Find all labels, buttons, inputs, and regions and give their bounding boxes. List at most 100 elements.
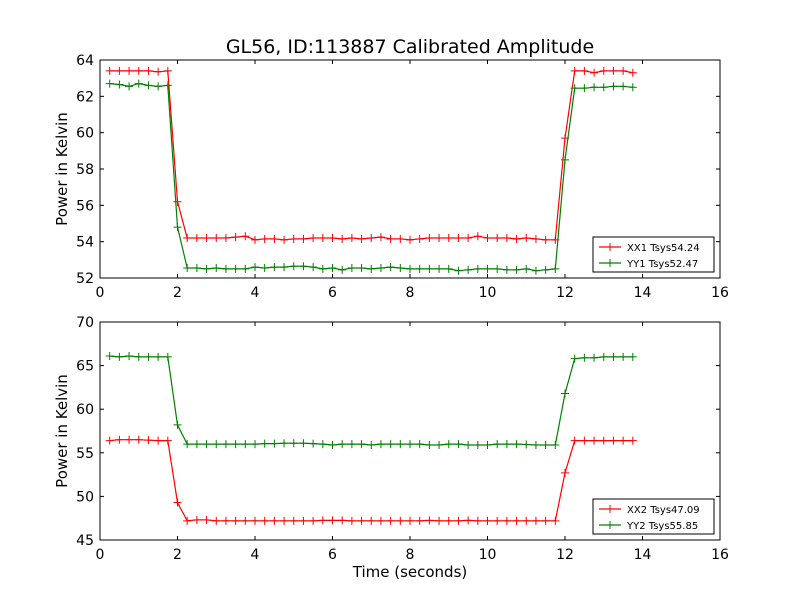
data-point	[251, 263, 259, 272]
data-point	[163, 81, 172, 90]
data-point	[202, 440, 211, 449]
data-point	[396, 516, 405, 525]
x-tick-label: 6	[328, 285, 337, 301]
y-axis-label: Power in Kelvin	[53, 374, 71, 488]
data-point	[512, 234, 521, 243]
data-point	[551, 440, 560, 449]
data-point	[599, 436, 608, 445]
data-point	[270, 516, 279, 525]
chart-title: GL56, ID:113887 Calibrated Amplitude	[226, 36, 594, 58]
data-point	[318, 264, 327, 273]
data-point	[619, 436, 628, 445]
data-point	[561, 468, 569, 477]
bottom-subplot: 0 2 4 6 8 10 12 14 16 45 50 55 60 65 70 Power in Kelvin…	[53, 315, 729, 581]
data-point	[338, 440, 347, 449]
x-tick-label: 2	[173, 547, 182, 563]
data-point	[309, 516, 318, 525]
data-point	[173, 197, 182, 206]
data-point	[183, 516, 192, 525]
x-axis-label: Time (seconds)	[352, 563, 468, 581]
legend-marker	[606, 243, 614, 251]
data-point	[435, 264, 444, 273]
data-point	[241, 516, 250, 525]
data-point	[444, 234, 453, 243]
legend-box	[592, 236, 715, 273]
data-point	[473, 516, 482, 525]
data-point	[483, 234, 492, 243]
data-point	[415, 440, 424, 449]
data-point	[425, 234, 434, 243]
data-point	[338, 516, 347, 525]
data-point	[386, 516, 395, 525]
data-point	[318, 440, 327, 449]
y-tick-label: 58	[76, 162, 94, 178]
x-tick-label: 4	[251, 285, 260, 301]
data-point	[144, 352, 153, 361]
legend-label: YY1 Tsys52.47	[626, 259, 698, 270]
data-point	[415, 264, 424, 273]
data-point	[144, 66, 153, 75]
data-point	[163, 352, 172, 361]
data-point	[512, 440, 521, 449]
data-point	[173, 420, 182, 429]
data-point	[299, 234, 308, 243]
data-point	[580, 436, 589, 445]
data-point	[367, 440, 376, 449]
y-tick-label: 60	[76, 126, 94, 142]
x-tick-label: 6	[328, 547, 337, 563]
data-point	[202, 234, 211, 243]
data-point	[173, 223, 182, 232]
data-point	[367, 234, 376, 243]
data-point	[473, 232, 482, 241]
data-point	[212, 264, 221, 273]
y-tick-label: 45	[76, 533, 94, 549]
data-point	[628, 68, 637, 77]
data-point	[415, 516, 424, 525]
data-point	[328, 234, 337, 243]
x-tick-label: 16	[711, 547, 729, 563]
legend-marker	[606, 521, 614, 529]
y-axis-label: Power in Kelvin	[53, 112, 71, 226]
data-point	[386, 263, 395, 272]
data-point	[144, 436, 153, 445]
data-point	[425, 440, 434, 449]
data-point	[183, 440, 192, 449]
data-point	[561, 389, 569, 398]
data-point	[105, 66, 114, 75]
data-point	[580, 84, 589, 93]
data-point	[318, 516, 327, 525]
data-point	[280, 516, 289, 525]
data-point	[125, 352, 134, 361]
y-tick-label: 50	[76, 489, 94, 505]
data-point	[473, 264, 482, 273]
data-point	[512, 265, 521, 274]
axes-frame	[99, 321, 721, 541]
data-point	[415, 234, 424, 243]
data-point	[357, 234, 366, 243]
data-point	[154, 82, 163, 91]
data-point	[580, 353, 589, 362]
data-point	[125, 82, 134, 91]
data-point	[357, 516, 366, 525]
data-point	[280, 263, 289, 272]
data-point	[163, 436, 172, 445]
data-point	[289, 262, 298, 271]
data-point	[280, 235, 289, 244]
data-point	[212, 516, 221, 525]
data-point	[435, 234, 444, 243]
data-point	[192, 264, 201, 273]
y-tick-label: 55	[76, 446, 94, 462]
data-point	[590, 68, 599, 77]
data-point	[502, 265, 511, 274]
data-point	[473, 440, 482, 449]
y-tick-label: 65	[76, 359, 94, 375]
data-point	[134, 435, 143, 444]
data-point	[115, 66, 124, 75]
data-point	[561, 155, 569, 164]
data-point	[406, 440, 414, 449]
data-point	[134, 352, 143, 361]
data-point	[454, 440, 463, 449]
data-point	[270, 263, 279, 272]
legend-marker	[606, 505, 614, 513]
data-point	[376, 264, 385, 273]
